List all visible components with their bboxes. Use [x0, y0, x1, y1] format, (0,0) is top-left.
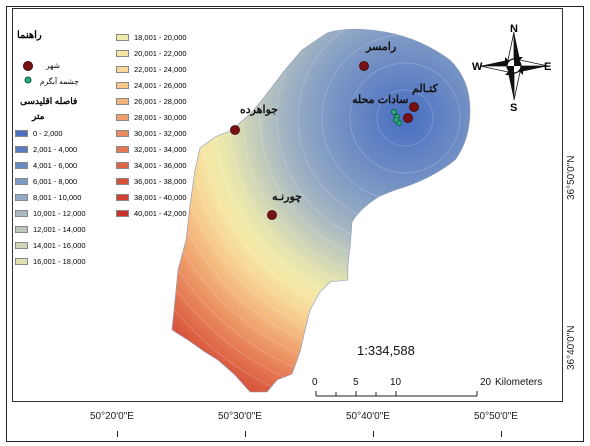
label-sadat: سادات محله: [352, 94, 408, 106]
legend-class-label: 16,001 - 18,000: [33, 257, 86, 266]
legend-swatch: [116, 114, 129, 121]
city-sadat: [403, 113, 413, 123]
hot-spring-markers: [390, 109, 402, 127]
scale-ratio: 1:334,588: [357, 343, 415, 358]
scale-tick-5: 5: [353, 377, 359, 388]
label-javaherdeh: جواهرده: [240, 104, 278, 116]
legend-swatch: [116, 34, 129, 41]
north-arrow-icon: [479, 31, 549, 101]
frame-tick: [245, 431, 246, 437]
legend-class-label: 36,001 - 38,000: [134, 177, 187, 186]
legend-class-label: 12,001 - 14,000: [33, 225, 86, 234]
legend-swatch: [116, 82, 129, 89]
coord-right-1: 36°50'0"N: [566, 155, 577, 201]
legend-class-label: 0 - 2,000: [33, 129, 63, 138]
legend-class-label: 20,001 - 22,000: [134, 49, 187, 58]
legend-class-label: 14,001 - 16,000: [33, 241, 86, 250]
legend-distance-title: فاصله اقلیدسی: [20, 96, 78, 106]
coord-bottom-2: 50°30'0"E: [218, 411, 262, 422]
label-katalem: کتـالم: [412, 83, 439, 95]
legend-swatch: [15, 242, 28, 249]
coord-bottom-3: 50°40'0"E: [346, 411, 390, 422]
compass-s: S: [510, 102, 517, 114]
legend-swatch: [15, 210, 28, 217]
frame-tick: [117, 431, 118, 437]
city-ramsar: [359, 61, 369, 71]
legend-title: راهنما: [17, 30, 42, 41]
city-katalem: [409, 102, 419, 112]
legend-class-label: 6,001 - 8,000: [33, 177, 78, 186]
coord-bottom-1: 50°20'0"E: [90, 411, 134, 422]
legend-class-label: 2,001 - 4,000: [33, 145, 78, 154]
legend-swatch: [15, 130, 28, 137]
scale-bar: [315, 391, 478, 397]
compass-n: N: [510, 23, 518, 35]
legend-swatch: [116, 130, 129, 137]
legend-class-label: 8,001 - 10,000: [33, 193, 82, 202]
hot-spring-marker: [390, 109, 397, 116]
label-jorneh: چورنـه: [272, 191, 302, 203]
legend-class-label: 4,001 - 6,000: [33, 161, 78, 170]
legend-swatch: [116, 210, 129, 217]
legend-class-label: 32,001 - 34,000: [134, 145, 187, 154]
region-outline: [171, 28, 471, 393]
legend-class-label: 24,001 - 26,000: [134, 81, 187, 90]
legend-class-label: 34,001 - 36,000: [134, 161, 187, 170]
legend-swatch: [15, 162, 28, 169]
frame-tick: [501, 431, 502, 437]
hot-spring-marker: [392, 117, 399, 124]
legend-swatch: [116, 178, 129, 185]
frame-tick: [373, 431, 374, 437]
map-neatline: [12, 8, 563, 402]
legend-class-label: 10,001 - 12,000: [33, 209, 86, 218]
spring-legend-icon: [24, 76, 32, 84]
legend-unit: متر: [32, 111, 45, 121]
city-jorneh: [267, 210, 277, 220]
scale-tick-20: 20: [480, 377, 492, 388]
legend-swatch: [116, 162, 129, 169]
city-javaherdeh: [230, 125, 240, 135]
legend-swatch: [15, 194, 28, 201]
compass-e: E: [544, 61, 551, 73]
legend-class-label: 30,001 - 32,000: [134, 129, 187, 138]
city-legend-icon: [23, 61, 33, 71]
legend-class-label: 18,001 - 20,000: [134, 33, 187, 42]
legend-swatch: [15, 178, 28, 185]
legend-swatch: [116, 50, 129, 57]
legend-swatch: [116, 66, 129, 73]
legend-class-label: 22,001 - 24,000: [134, 65, 187, 74]
label-ramsar: رامسر: [365, 41, 396, 53]
legend-spring-label: چشمه آبگرم: [40, 77, 79, 86]
legend-swatch: [116, 194, 129, 201]
scale-unit: Kilometers: [495, 377, 542, 388]
legend-swatch: [116, 146, 129, 153]
legend-city-label: شهر: [46, 61, 60, 70]
city-markers: [230, 61, 419, 220]
legend-swatch: [116, 98, 129, 105]
legend-class-label: 28,001 - 30,000: [134, 113, 187, 122]
legend-swatch: [15, 146, 28, 153]
legend-class-label: 26,001 - 28,000: [134, 97, 187, 106]
legend-class-label: 38,001 - 40,000: [134, 193, 187, 202]
distance-raster: [172, 29, 470, 392]
legend-swatch: [15, 226, 28, 233]
legend-swatch: [15, 258, 28, 265]
legend-class-label: 40,001 - 42,000: [134, 209, 187, 218]
scale-tick-10: 10: [390, 377, 402, 388]
coord-bottom-4: 50°50'0"E: [474, 411, 518, 422]
coord-right-2: 36°40'0"N: [566, 325, 577, 371]
compass-w: W: [472, 61, 483, 73]
scale-tick-0: 0: [312, 377, 318, 388]
